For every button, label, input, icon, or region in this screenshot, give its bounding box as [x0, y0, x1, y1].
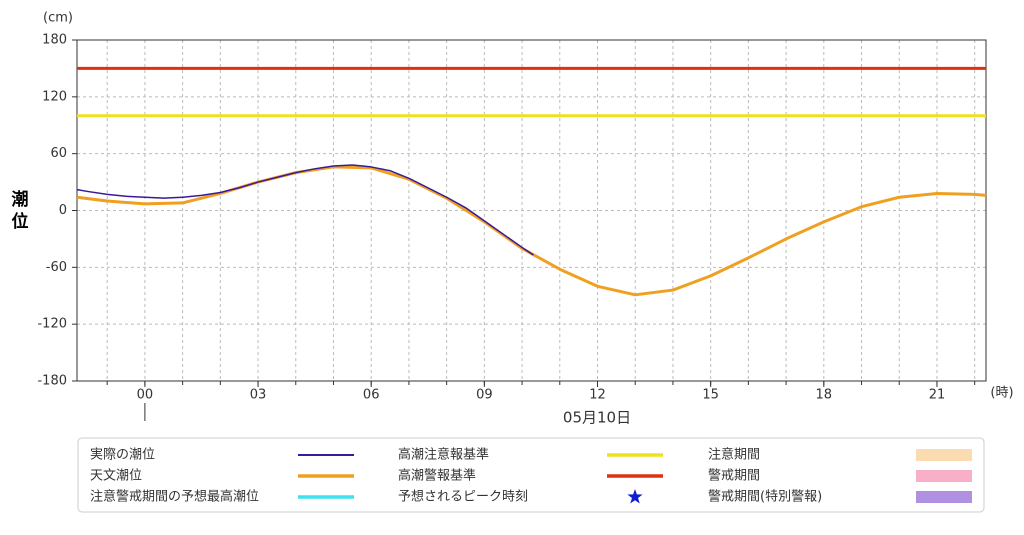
legend-swatch [916, 470, 972, 482]
x-tick-label: 03 [250, 388, 267, 403]
x-unit: (時) [990, 386, 1013, 401]
x-tick-label: 15 [702, 388, 719, 403]
date-label: 05月10日 [563, 409, 631, 427]
legend-label: 警戒期間(特別警報) [708, 489, 822, 505]
y-tick-label: 0 [59, 203, 67, 218]
x-tick-label: 18 [816, 388, 833, 403]
legend-swatch [916, 449, 972, 461]
x-tick-label: 21 [929, 388, 946, 403]
legend-label: 注意期間 [708, 447, 760, 463]
legend-swatch [627, 489, 643, 504]
legend-label: 天文潮位 [90, 469, 142, 484]
y-tick-label: 180 [42, 33, 67, 48]
y-tick-label: 60 [50, 146, 67, 161]
y-tick-label: 120 [42, 89, 67, 104]
legend-label: 実際の潮位 [90, 447, 155, 463]
y-tick-label: -120 [37, 317, 67, 332]
x-tick-label: 06 [363, 388, 380, 403]
y-tick-label: -180 [37, 374, 67, 389]
y-axis-label: 位 [12, 211, 29, 232]
x-tick-label: 09 [476, 388, 493, 403]
y-tick-label: -60 [46, 260, 67, 275]
legend-swatch [916, 491, 972, 503]
series-line [76, 165, 987, 297]
x-tick-label: 00 [137, 388, 154, 403]
legend-label: 警戒期間 [708, 468, 760, 484]
legend-box [77, 437, 985, 513]
legend-label: 予想されるピーク時刻 [398, 489, 528, 505]
legend-label: 注意警戒期間の予想最高潮位 [90, 489, 259, 505]
y-axis-label: 潮 [12, 189, 29, 210]
series-line [76, 164, 534, 256]
legend-label: 高潮警報基準 [398, 468, 476, 484]
legend-label: 高潮注意報基準 [398, 447, 489, 463]
y-unit: (cm) [43, 11, 73, 26]
x-tick-label: 12 [589, 388, 606, 403]
plot-frame [76, 39, 987, 382]
